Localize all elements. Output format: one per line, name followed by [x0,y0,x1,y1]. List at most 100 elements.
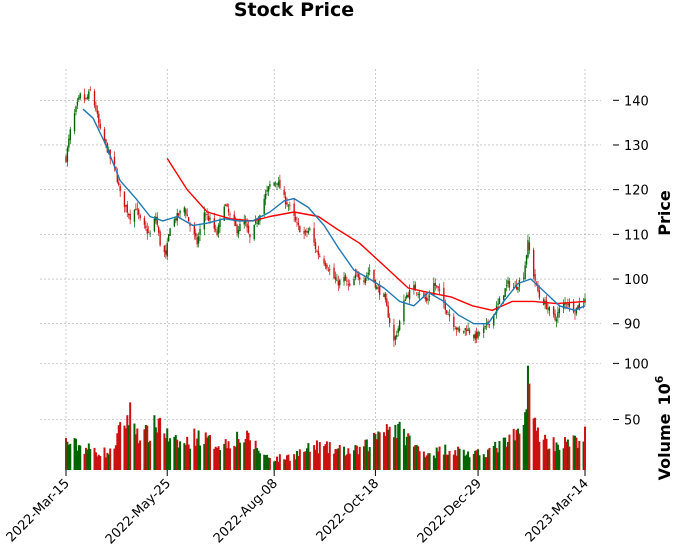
candle-body-88 [239,224,241,232]
candle-body-124 [313,228,315,243]
candle-body-101 [266,189,268,192]
volume-bar-251 [565,441,568,470]
candle-170 [404,296,407,301]
volume-bar-170 [404,445,407,470]
candle-body-91 [246,223,248,228]
candle-89 [243,214,245,229]
candle-body-125 [314,242,317,250]
candle-111 [286,197,288,207]
candle-body-38 [139,215,141,219]
candle-39 [143,215,146,229]
volume-bar-196 [455,455,458,470]
volume-bar-38 [139,440,142,470]
candle-body-85 [234,220,237,226]
volume-bar-188 [438,446,441,470]
volume-bar-62 [187,444,190,470]
candle-109 [283,185,285,198]
candle-101 [266,185,268,196]
candle-230 [524,261,526,280]
volume-bar-27 [117,425,120,470]
volume-bar-231 [525,409,528,470]
volume-bar-154 [372,432,375,470]
candle-body-227 [517,287,519,291]
volume-bar-126 [315,440,318,470]
candle-body-140 [344,275,347,281]
volume-bar-214 [492,445,495,470]
volume-bar-205 [474,450,477,470]
candle-148 [359,272,361,285]
candle-199 [463,330,465,334]
volume-y-axis: 50 100 [613,357,649,428]
candle-body-201 [465,329,468,332]
candle-body-27 [118,182,120,185]
candle-body-93 [249,234,251,238]
candle-69 [203,206,206,236]
candle-166 [396,330,398,340]
candle-92 [247,220,250,234]
candle-body-174 [413,285,415,290]
volume-bar-45 [154,427,157,470]
volume-bar-124 [313,445,316,470]
candle-3 [69,126,71,145]
candle-body-173 [408,290,411,300]
volume-bar-12 [87,443,90,470]
candle-body-54 [173,219,176,227]
candle-body-242 [547,308,549,310]
volume-bar-48 [159,417,162,470]
candle-65 [195,228,197,240]
candle-body-114 [293,203,295,216]
x-tick-label-4: 2022-Dec-29 [415,476,485,546]
volume-bar-23 [109,448,112,470]
candle-body-78 [219,219,221,227]
volume-bar-178 [418,451,421,470]
volume-bar-52 [167,441,170,470]
price-tick-label-3: 120 [624,184,649,199]
candle-body-166 [396,335,398,337]
candle-body-55 [175,218,177,221]
candle-body-168 [398,320,401,331]
candle-188 [438,283,441,295]
volume-bar-85 [234,446,237,470]
candle-1 [66,145,69,167]
volume-bar-81 [226,448,229,470]
volume-bar-53 [169,438,172,470]
price-candles [65,86,586,347]
candle-228 [518,277,521,292]
volume-bar-227 [516,428,519,470]
candle-body-83 [229,213,231,215]
volume-bar-35 [134,434,137,470]
volume-bar-117 [297,456,300,470]
volume-bar-228 [518,433,521,470]
x-tick-label-3: 2022-Oct-18 [314,476,382,544]
volume-bar-238 [538,441,541,470]
volume-bar-221 [505,446,508,470]
x-tick-label-0: 2022-Mar-15 [4,476,73,545]
volume-bar-182 [427,453,430,470]
candle-body-213 [488,324,491,325]
volume-bar-61 [186,436,189,470]
chart-title: Stock Price [234,0,354,21]
volume-bar-194 [452,454,455,470]
volume-bar-15 [94,452,97,470]
candle-14 [93,88,96,109]
candle-body-229 [522,277,525,279]
candle-245 [554,309,556,322]
volume-bar-208 [478,455,481,470]
volume-bar-68 [199,445,202,470]
candle-51 [166,238,168,261]
volume-bar-26 [116,433,119,470]
candle-60 [185,207,187,219]
candle-50 [165,244,167,259]
ma-long-line [166,158,586,311]
candle-body-245 [554,313,556,320]
candle-222 [507,276,509,288]
volume-bar-255 [574,435,577,470]
volume-bar-171 [405,436,408,470]
volume-bar-240 [544,434,547,470]
candle-body-231 [525,255,528,265]
volume-bar-28 [119,422,122,470]
candle-82 [227,203,230,216]
candle-134 [333,263,335,279]
candle-220 [504,288,506,298]
volume-bar-232 [526,365,529,470]
